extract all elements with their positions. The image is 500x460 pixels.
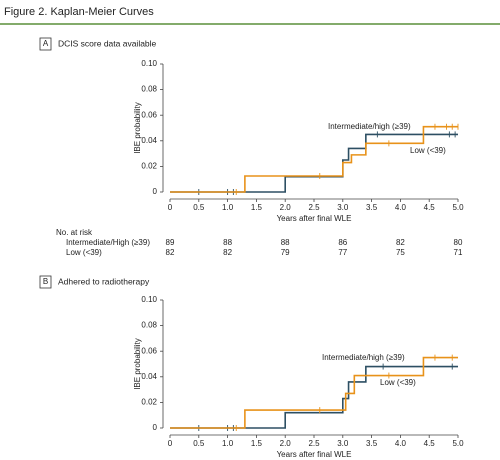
km-curve <box>170 356 458 429</box>
risk-count: 82 <box>396 238 405 247</box>
risk-count: 77 <box>338 248 347 257</box>
x-tick-label: 4.5 <box>424 439 436 448</box>
y-axis-title: IBE probability <box>133 102 142 154</box>
y-tick-label: 0 <box>153 187 158 196</box>
risk-count: 89 <box>166 238 175 247</box>
panel-box <box>39 275 52 289</box>
x-tick-label: 1.5 <box>251 439 263 448</box>
y-tick-label: 0.02 <box>141 162 157 171</box>
x-tick-label: 4.0 <box>395 439 407 448</box>
y-tick-label: 0.06 <box>141 346 157 355</box>
x-axis-title: Years after final WLE <box>277 450 352 459</box>
risk-count: 82 <box>223 248 232 257</box>
panel-title: DCIS score data available <box>58 38 157 48</box>
risk-count: 86 <box>338 238 347 247</box>
x-tick-label: 3.5 <box>366 203 378 212</box>
panel-label: B <box>43 277 48 286</box>
risk-row-label: Intermediate/High (≥39) <box>66 238 150 247</box>
figure-title: Figure 2. Kaplan-Meier Curves <box>4 6 154 18</box>
x-tick-label: 0 <box>168 439 173 448</box>
y-tick-label: 0.06 <box>141 110 157 119</box>
risk-count: 88 <box>223 238 232 247</box>
y-tick-label: 0.02 <box>141 398 157 407</box>
x-tick-label: 4.0 <box>395 203 407 212</box>
x-tick-label: 1.5 <box>251 203 263 212</box>
x-tick-label: 2.5 <box>308 439 320 448</box>
x-tick-label: 1.0 <box>222 439 234 448</box>
x-tick-label: 0 <box>168 203 173 212</box>
panel-box <box>39 37 52 51</box>
panel-title: Adhered to radiotherapy <box>58 276 150 286</box>
series-label: Intermediate/high (≥39) <box>322 353 405 362</box>
series-label: Low (<39) <box>410 146 446 155</box>
risk-count: 75 <box>396 248 405 257</box>
x-tick-label: 2.0 <box>280 203 292 212</box>
x-tick-label: 5.0 <box>452 203 464 212</box>
x-tick-label: 0.5 <box>193 203 205 212</box>
x-tick-label: 3.5 <box>366 439 378 448</box>
km-curve <box>170 125 458 193</box>
x-tick-label: 4.5 <box>424 203 436 212</box>
risk-count: 82 <box>166 248 175 257</box>
y-tick-label: 0 <box>153 423 158 432</box>
y-tick-label: 0.10 <box>141 295 157 304</box>
risk-count: 80 <box>454 238 463 247</box>
y-tick-label: 0.04 <box>141 136 157 145</box>
x-tick-label: 3.0 <box>337 439 349 448</box>
risk-count: 71 <box>454 248 463 257</box>
x-axis-title: Years after final WLE <box>277 214 352 223</box>
x-tick-label: 2.5 <box>308 203 320 212</box>
y-tick-label: 0.08 <box>141 85 157 94</box>
x-tick-label: 1.0 <box>222 203 234 212</box>
risk-count: 88 <box>281 238 290 247</box>
risk-table-title: No. at risk <box>56 228 93 237</box>
km-curve <box>170 133 458 193</box>
x-tick-label: 2.0 <box>280 439 292 448</box>
y-tick-label: 0.10 <box>141 59 157 68</box>
y-axis-title: IBE probability <box>133 338 142 390</box>
series-label: Intermediate/high (≥39) <box>328 122 411 131</box>
series-label: Low (<39) <box>380 378 416 387</box>
x-tick-label: 5.0 <box>452 439 464 448</box>
risk-row-label: Low (<39) <box>66 248 102 257</box>
x-tick-label: 0.5 <box>193 439 205 448</box>
x-tick-label: 3.0 <box>337 203 349 212</box>
panel-label: A <box>43 39 49 48</box>
risk-count: 79 <box>281 248 290 257</box>
y-tick-label: 0.08 <box>141 321 157 330</box>
y-tick-label: 0.04 <box>141 372 157 381</box>
